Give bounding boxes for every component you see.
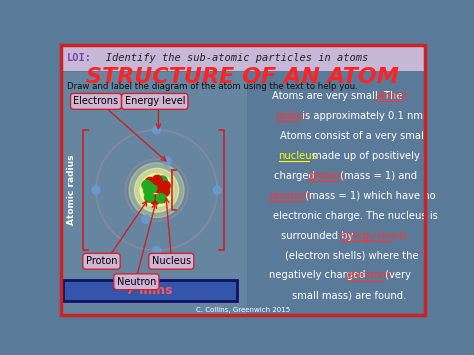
Text: is approximately 0.1 nm.: is approximately 0.1 nm.: [300, 111, 427, 121]
Text: (very: (very: [382, 271, 411, 280]
Ellipse shape: [145, 193, 154, 202]
Ellipse shape: [142, 215, 150, 223]
Text: electrons: electrons: [346, 271, 392, 280]
Text: nucleus: nucleus: [279, 151, 318, 161]
Ellipse shape: [140, 174, 173, 207]
Ellipse shape: [92, 186, 100, 194]
Text: 7 mins: 7 mins: [126, 284, 173, 297]
Text: made up of positively: made up of positively: [309, 151, 419, 161]
Ellipse shape: [154, 183, 163, 193]
Ellipse shape: [150, 195, 160, 204]
Ellipse shape: [153, 126, 161, 134]
Text: surrounded by: surrounded by: [282, 231, 357, 241]
Text: small mass) are found.: small mass) are found.: [292, 290, 407, 300]
Text: (electron shells) where the: (electron shells) where the: [285, 251, 419, 261]
Text: Identify the sub-atomic particles in atoms: Identify the sub-atomic particles in ato…: [87, 53, 368, 63]
Text: Atomic radius: Atomic radius: [66, 155, 75, 225]
Text: negatively charged: negatively charged: [269, 271, 369, 280]
Ellipse shape: [147, 183, 157, 193]
Text: (mass = 1) and: (mass = 1) and: [337, 171, 417, 181]
Ellipse shape: [129, 163, 184, 218]
Text: C. Collins, Greenwich 2015: C. Collins, Greenwich 2015: [196, 307, 290, 313]
FancyBboxPatch shape: [63, 280, 237, 301]
Text: charged: charged: [274, 171, 318, 181]
Text: LOI:: LOI:: [66, 53, 91, 63]
Text: Neutron: Neutron: [117, 277, 156, 287]
Ellipse shape: [158, 176, 167, 185]
FancyBboxPatch shape: [61, 45, 425, 71]
Text: electronic charge. The nucleus is: electronic charge. The nucleus is: [273, 211, 438, 220]
Text: Draw and label the diagram of the atom using the text to help you.: Draw and label the diagram of the atom u…: [66, 82, 357, 91]
Text: Proton: Proton: [86, 256, 117, 266]
Text: Nucleus: Nucleus: [152, 256, 191, 266]
Text: (mass = 1) which have no: (mass = 1) which have no: [302, 191, 436, 201]
Text: Electrons: Electrons: [73, 96, 118, 106]
Ellipse shape: [142, 180, 152, 190]
Ellipse shape: [213, 186, 221, 194]
Text: Energy level: Energy level: [125, 96, 185, 106]
Text: neutrons: neutrons: [268, 191, 312, 201]
Text: STRUCTURE OF AN ATOM: STRUCTURE OF AN ATOM: [86, 67, 400, 87]
Ellipse shape: [160, 187, 170, 196]
Text: Atoms consist of a very small: Atoms consist of a very small: [280, 131, 427, 141]
Ellipse shape: [153, 246, 161, 255]
Ellipse shape: [153, 175, 162, 185]
Ellipse shape: [144, 186, 153, 196]
Ellipse shape: [156, 193, 166, 203]
Ellipse shape: [135, 168, 179, 212]
Text: Atoms are very small. The: Atoms are very small. The: [272, 91, 405, 101]
Text: atomic: atomic: [375, 91, 409, 101]
Ellipse shape: [161, 181, 170, 191]
FancyBboxPatch shape: [61, 72, 246, 315]
Text: protons: protons: [308, 171, 346, 181]
Ellipse shape: [163, 157, 171, 165]
Ellipse shape: [145, 178, 155, 187]
Text: radius: radius: [275, 111, 306, 121]
Text: energy levels: energy levels: [340, 231, 407, 241]
